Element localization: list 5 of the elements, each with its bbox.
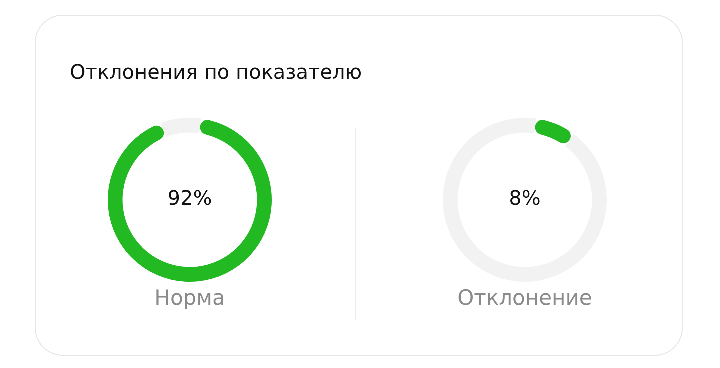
text: Отклонение — [456, 286, 594, 310]
data-label: 8% — [509, 186, 541, 210]
text: Норма — [154, 286, 226, 310]
chart-title: Отклонения по показателю — [70, 60, 362, 84]
data-label: 92% — [168, 186, 212, 210]
